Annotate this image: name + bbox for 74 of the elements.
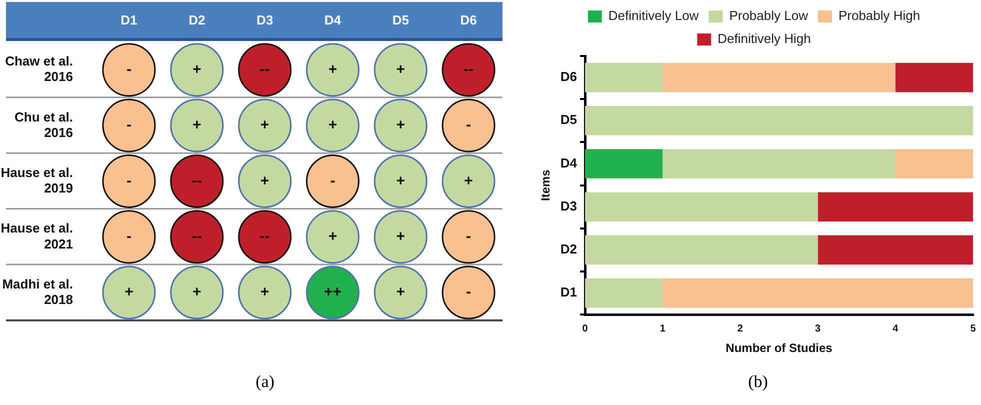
text: + (124, 284, 134, 301)
x-axis-title: Number of Studies (726, 341, 833, 356)
text: + (396, 172, 406, 190)
legend-label: Probably Low (729, 8, 809, 24)
text: -- (260, 228, 270, 246)
text: - (126, 60, 132, 78)
y-tick-label: D6 (560, 69, 578, 84)
x-tick-label: 1 (660, 323, 666, 334)
category-label: Hause et al. 2019 (0, 164, 73, 196)
legend-label: Definitively High (718, 31, 811, 46)
text: (b) (747, 372, 769, 392)
category-label: Chaw et al. 2016 (5, 54, 73, 84)
category-label: D1 (120, 12, 138, 28)
y-tick-label: D5 (560, 112, 578, 128)
bar (818, 192, 973, 222)
text: + (260, 172, 270, 190)
bar (895, 62, 973, 92)
text: - (126, 116, 132, 134)
text: + (192, 116, 202, 134)
bar (585, 149, 663, 178)
category-label: D4 (324, 12, 342, 28)
text: - (466, 116, 472, 134)
category-label: D5 (392, 12, 409, 28)
text: -- (260, 60, 270, 78)
x-tick-label: 4 (892, 323, 899, 334)
text: + (328, 228, 338, 246)
y-tick-label: D3 (560, 198, 578, 214)
bar (585, 106, 973, 136)
text: - (126, 172, 132, 190)
category-label: D3 (256, 12, 274, 28)
text: + (396, 228, 406, 246)
text: + (192, 60, 202, 78)
text: + (396, 60, 406, 78)
bar (662, 278, 973, 308)
bar (818, 235, 973, 265)
text: -- (464, 60, 474, 78)
x-tick-label: 5 (970, 323, 976, 334)
x-tick-label: 0 (582, 323, 588, 334)
text: - (466, 284, 472, 301)
y-axis-title: Items (538, 169, 553, 201)
y-tick-label: D1 (560, 284, 578, 300)
legend-label: Probably High (838, 8, 920, 24)
text: -- (192, 228, 202, 246)
text: + (260, 284, 270, 301)
text: ++ (324, 284, 342, 301)
category-label: Madhi et al. 2018 (2, 276, 73, 307)
text: + (464, 172, 473, 190)
y-tick-label: D4 (560, 155, 578, 170)
text: (a) (254, 372, 276, 392)
bar (585, 235, 818, 265)
x-tick-label: 2 (737, 323, 744, 334)
category-label: Hause et al. 2021 (0, 220, 73, 252)
category-label: D6 (460, 12, 477, 28)
text: + (328, 116, 338, 134)
bar (585, 62, 663, 92)
text: -- (192, 172, 202, 190)
bar (662, 62, 896, 92)
text: - (126, 228, 132, 246)
text: - (466, 228, 472, 246)
bar (585, 192, 818, 222)
legend-label: Definitively Low (608, 8, 700, 24)
category-label: Chu et al. 2016 (14, 109, 73, 140)
y-tick-label: D2 (560, 242, 578, 257)
text: + (260, 116, 270, 134)
bar (895, 149, 973, 178)
text: + (328, 60, 338, 78)
text: - (330, 172, 336, 190)
text: + (396, 116, 406, 134)
x-tick-label: 3 (815, 323, 822, 334)
category-label: D2 (188, 12, 206, 28)
text: + (396, 284, 406, 301)
bar (662, 149, 896, 178)
bar (585, 278, 663, 308)
text: + (192, 284, 202, 301)
